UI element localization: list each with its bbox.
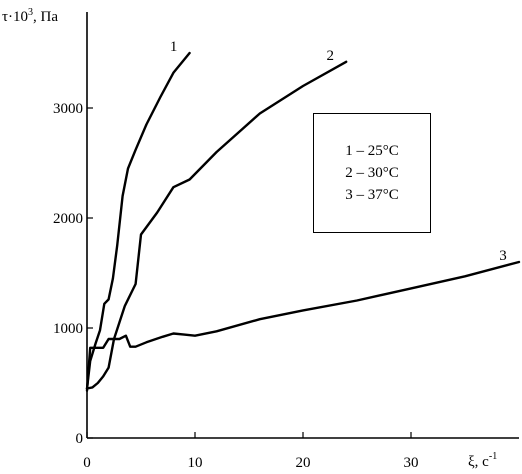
series-label-3: 3 xyxy=(499,248,507,264)
axes xyxy=(86,12,519,439)
y-tick-label: 1000 xyxy=(53,321,83,337)
y-tick-label: 3000 xyxy=(53,101,83,117)
y-axis-label-sup: 3 xyxy=(28,7,33,18)
x-tick-label: 10 xyxy=(188,455,203,471)
x-axis-label: ξ, c-1 xyxy=(468,451,497,470)
x-tick-label: 0 xyxy=(83,455,91,471)
series-label-2: 2 xyxy=(326,48,334,64)
x-tick-label: 30 xyxy=(404,455,419,471)
series-line-1 xyxy=(85,51,191,390)
legend-entry-3: 3 – 37°C xyxy=(345,187,399,203)
y-tick-label: 0 xyxy=(76,431,84,447)
x-tick-label: 20 xyxy=(296,455,311,471)
y-axis-label-unit: , Па xyxy=(33,9,58,25)
legend-entry-1: 1 – 25°C xyxy=(345,143,399,159)
ticks: 0 1000 2000 3000 0 10 20 30 xyxy=(53,101,419,471)
y-axis-label: τ·103, Па xyxy=(2,7,58,25)
legend-entry-2: 2 – 30°C xyxy=(345,165,399,181)
series-line-2 xyxy=(85,60,348,390)
y-tick-label: 2000 xyxy=(53,211,83,227)
series-line-3 xyxy=(85,260,521,392)
x-axis-label-main: ξ, c xyxy=(468,454,489,470)
series-group xyxy=(85,51,521,392)
series-label-1: 1 xyxy=(170,39,178,55)
legend: 1 – 25°C 2 – 30°C 3 – 37°C xyxy=(313,113,431,233)
y-axis-label-main: τ·10 xyxy=(2,9,28,25)
x-axis-label-sup: -1 xyxy=(489,451,497,462)
